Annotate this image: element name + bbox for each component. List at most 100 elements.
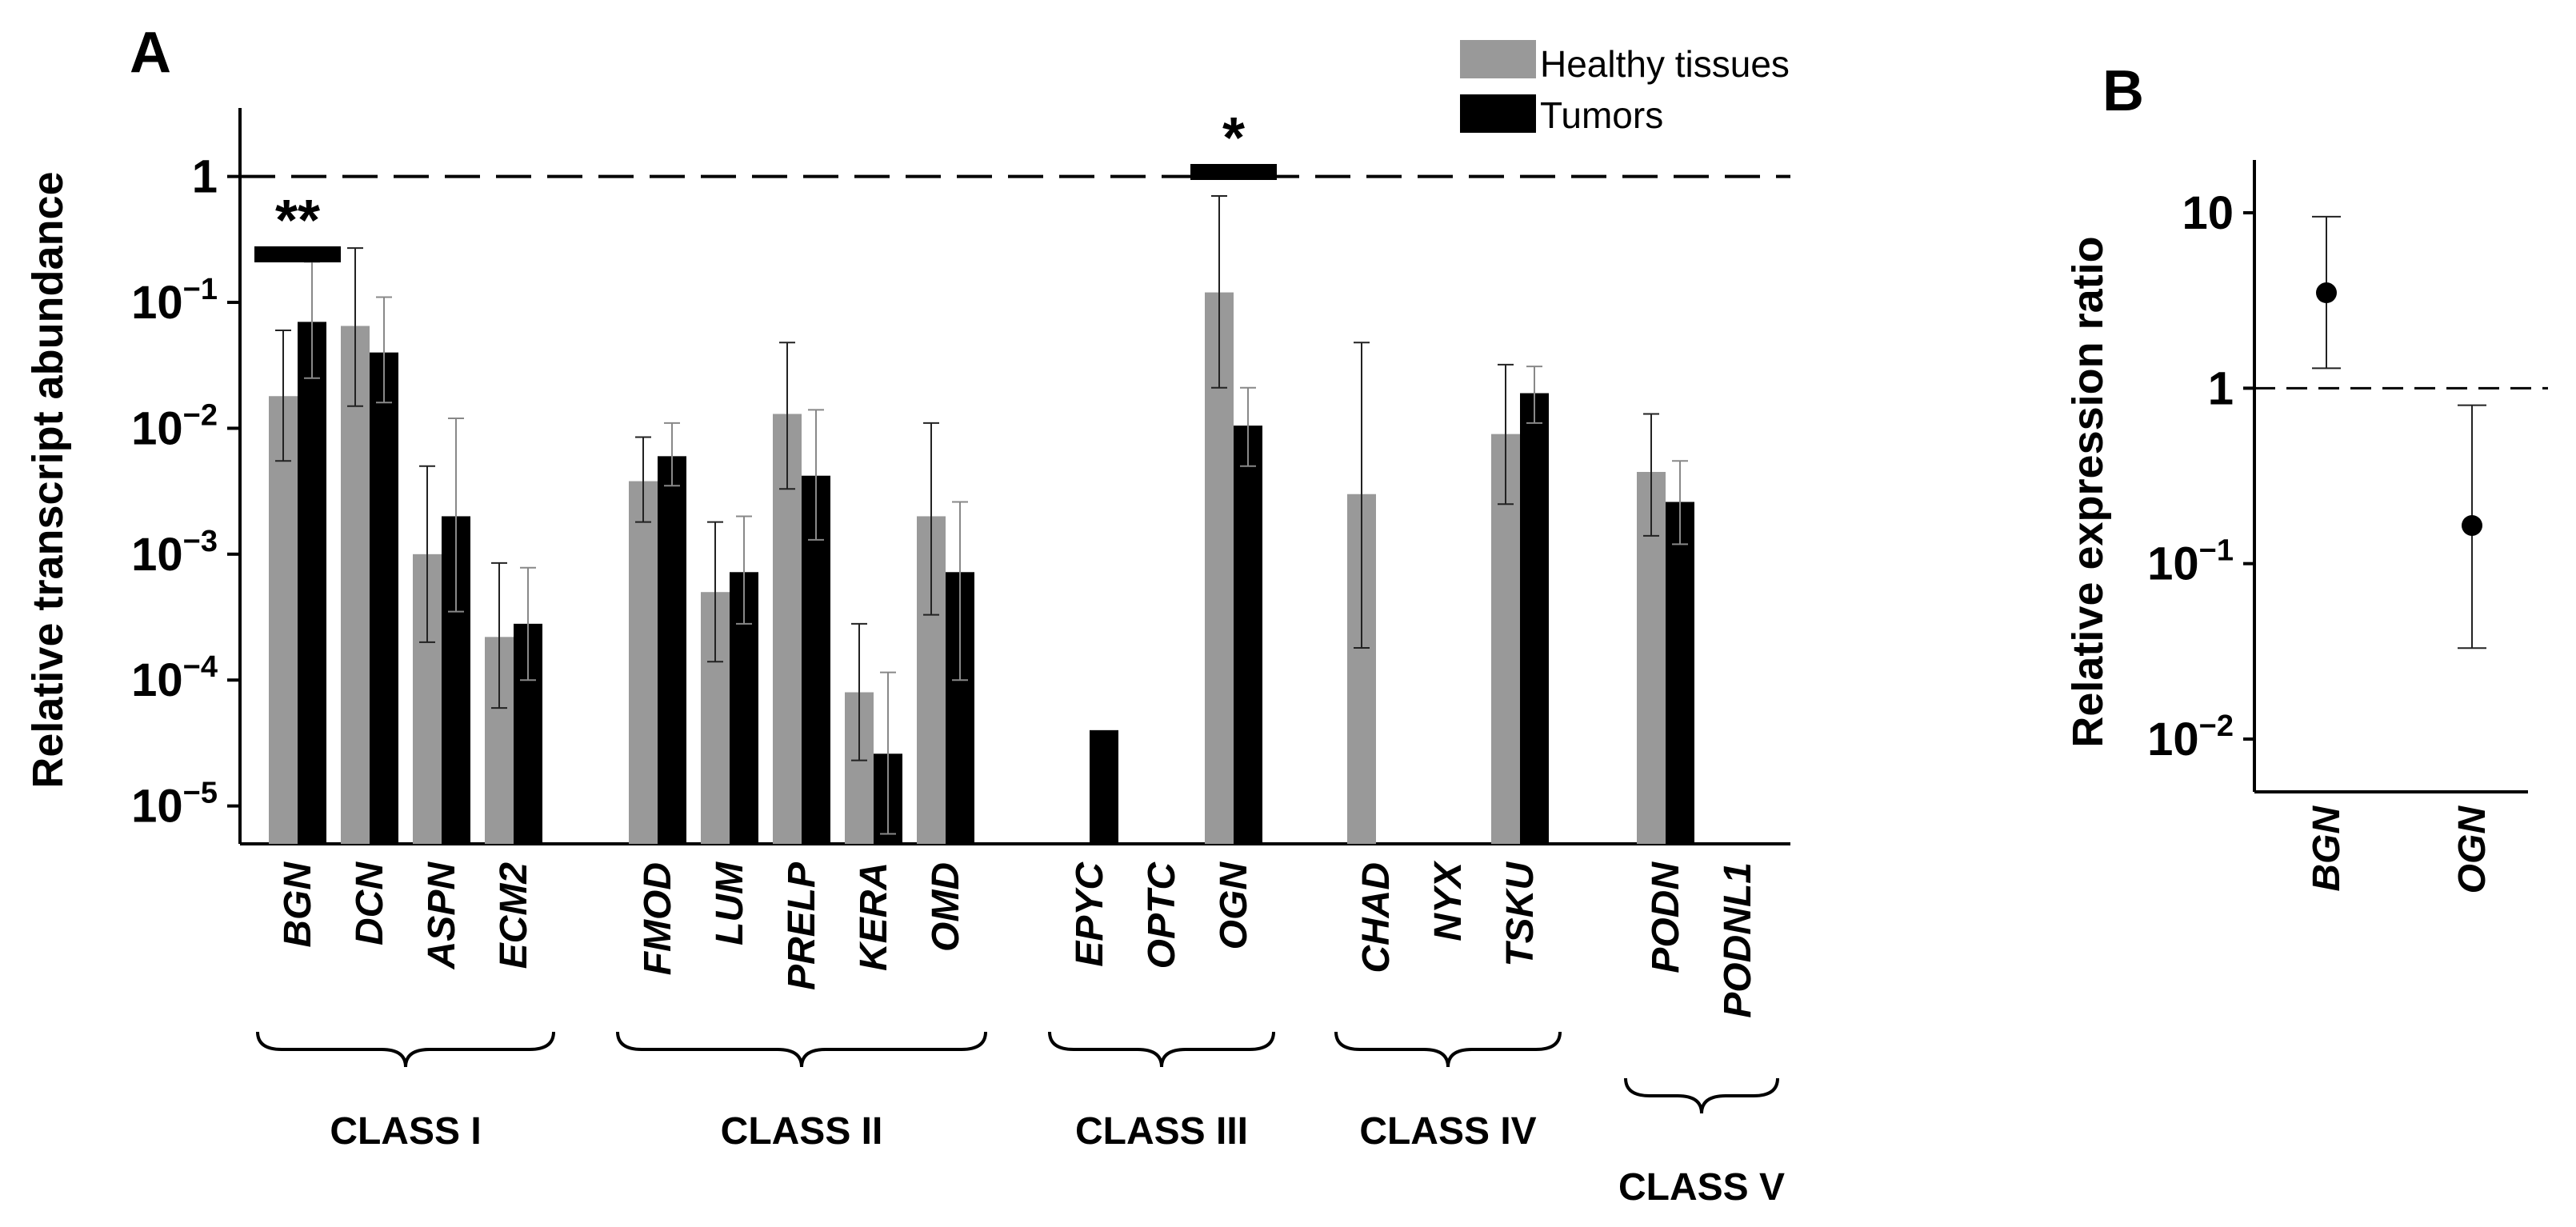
panel-a-y-tick-label: 10−5 [131, 777, 218, 833]
error-bar-healthy-aspn [419, 465, 435, 643]
error-bar-healthy-omd [923, 422, 939, 616]
x-tick-label-chad: CHAD [1355, 862, 1398, 973]
bar-healthy-dcn [341, 326, 370, 845]
x-tick-label-bgn: BGN [277, 861, 319, 948]
panel-b-y-tick-label: 1 [2208, 362, 2234, 414]
error-bar-tumor-podn [1672, 460, 1688, 546]
x-tick-label-nyx: NYX [1427, 860, 1470, 941]
class-bracket-5 [1624, 1077, 1779, 1114]
panel-b-y-tick-label: 10−2 [2147, 709, 2234, 765]
error-bar-healthy-kera [851, 622, 867, 761]
panel-b-x-tick-label-bgn: BGN [2306, 805, 2348, 892]
bar-tumor-epyc [1090, 729, 1118, 844]
marker-ogn [2462, 514, 2482, 536]
legend-label-healthy: Healthy tissues [1540, 43, 1790, 85]
error-bar-tumor-dcn [376, 296, 392, 404]
panel-a-y-tick-label: 1 [192, 151, 218, 203]
panel-a-letter: A [130, 21, 171, 85]
panel-a-y-ticks: 1 10−1 10−2 10−3 10−4 10−5 [131, 151, 240, 833]
class-bracket-4 [1334, 1031, 1562, 1068]
class-label-1: CLASS I [330, 1110, 481, 1153]
x-tick-label-tsku: TSKU [1499, 861, 1542, 967]
panel-b-y-ticks: 10 1 10−1 10−2 [2147, 187, 2254, 765]
panel-a-error-bars [275, 195, 1688, 835]
x-tick-label-lum: LUM [709, 861, 751, 945]
error-bar-tumor-fmod [664, 422, 680, 487]
legend: Healthy tissues Tumors [1460, 40, 1790, 136]
panel-b-letter: B [2102, 59, 2144, 123]
panel-a-class-groups: CLASS I CLASS II CLASS III CLASS IV CLASS V [256, 1031, 1785, 1209]
x-tick-label-fmod: FMOD [637, 862, 679, 975]
error-bar-tumor-prelp [808, 409, 824, 541]
panel-a-significance: *** [254, 106, 1277, 262]
significance-bar-ogn [1190, 164, 1277, 180]
panel-b-x-tick-label-ogn: OGN [2451, 805, 2494, 894]
x-tick-label-ecm2: ECM2 [493, 862, 535, 969]
class-bracket-2 [616, 1031, 987, 1068]
panel-b-y-tick-label: 10 [2182, 187, 2234, 239]
panel-b-points [2312, 215, 2486, 649]
class-bracket-1 [256, 1031, 555, 1068]
error-bar-healthy-tsku [1498, 363, 1514, 506]
panel-a-bars [269, 292, 1694, 845]
x-tick-label-ogn: OGN [1213, 861, 1255, 950]
error-bar-healthy-lum [707, 521, 723, 663]
error-bar-healthy-fmod [635, 436, 651, 523]
legend-label-tumors: Tumors [1540, 94, 1663, 136]
panel-a-y-tick-label: 10−4 [131, 650, 218, 706]
bar-tumor-ogn [1234, 426, 1262, 844]
class-label-4: CLASS IV [1359, 1110, 1536, 1153]
point-bgn [2312, 215, 2341, 370]
panel-a-y-tick-label: 10−3 [131, 525, 218, 581]
error-bar-tumor-ecm2 [520, 566, 536, 681]
bar-tumor-tsku [1520, 393, 1549, 844]
class-label-2: CLASS II [721, 1110, 883, 1153]
error-bar-healthy-podn [1643, 413, 1659, 537]
bar-tumor-dcn [370, 352, 398, 844]
legend-swatch-tumors [1460, 94, 1536, 133]
significance-bar-bgn [254, 246, 341, 262]
bar-tumor-bgn [298, 322, 326, 845]
x-tick-label-aspn: ASPN [421, 861, 463, 970]
panel-a-y-tick-label: 10−2 [131, 398, 218, 454]
error-bar-healthy-ecm2 [491, 562, 507, 709]
error-bar-healthy-ogn [1211, 195, 1227, 389]
class-label-5: CLASS V [1618, 1166, 1785, 1209]
x-tick-label-podn: PODN [1645, 861, 1687, 973]
error-bar-tumor-omd [952, 501, 968, 681]
x-tick-label-kera: KERA [853, 862, 895, 971]
marker-bgn [2316, 282, 2337, 304]
point-ogn [2458, 404, 2486, 649]
panel-b-y-axis-title: Relative expression ratio [2064, 236, 2112, 747]
bar-tumor-fmod [658, 456, 686, 844]
error-bar-tumor-tsku [1526, 366, 1542, 424]
class-label-3: CLASS III [1075, 1110, 1248, 1153]
class-bracket-3 [1048, 1031, 1275, 1068]
error-bar-healthy-prelp [779, 342, 795, 490]
panel-b-x-tick-labels: BGN OGN [2306, 805, 2494, 894]
panel-a-x-tick-labels: BGN DCN ASPN ECM2 FMOD LUM PRELP KERA OMD EPYC OPT… [277, 860, 1759, 1018]
x-tick-label-dcn: DCN [349, 861, 391, 945]
x-tick-label-omd: OMD [925, 862, 967, 952]
error-bar-healthy-bgn [275, 329, 291, 462]
x-tick-label-podnl1: PODNL1 [1717, 862, 1759, 1018]
x-tick-label-epyc: EPYC [1069, 861, 1111, 967]
error-bar-healthy-dcn [347, 247, 363, 407]
legend-swatch-healthy [1460, 40, 1536, 78]
error-bar-tumor-ogn [1240, 386, 1256, 467]
error-bar-tumor-aspn [448, 417, 464, 613]
bar-healthy-bgn [269, 396, 298, 844]
error-bar-healthy-chad [1354, 342, 1370, 649]
bar-tumor-podn [1666, 502, 1694, 844]
error-bar-tumor-kera [880, 671, 896, 835]
panel-b-y-tick-label: 10−1 [2147, 534, 2234, 590]
significance-stars-bgn: ** [275, 189, 320, 253]
panel-a-y-tick-label: 10−1 [131, 273, 218, 329]
significance-stars-ogn: * [1222, 106, 1245, 170]
x-tick-label-optc: OPTC [1141, 861, 1183, 969]
error-bar-tumor-lum [736, 515, 752, 625]
bar-healthy-fmod [629, 481, 658, 844]
x-tick-label-prelp: PRELP [781, 861, 823, 990]
panel-a-y-axis-title: Relative transcript abundance [24, 171, 72, 788]
